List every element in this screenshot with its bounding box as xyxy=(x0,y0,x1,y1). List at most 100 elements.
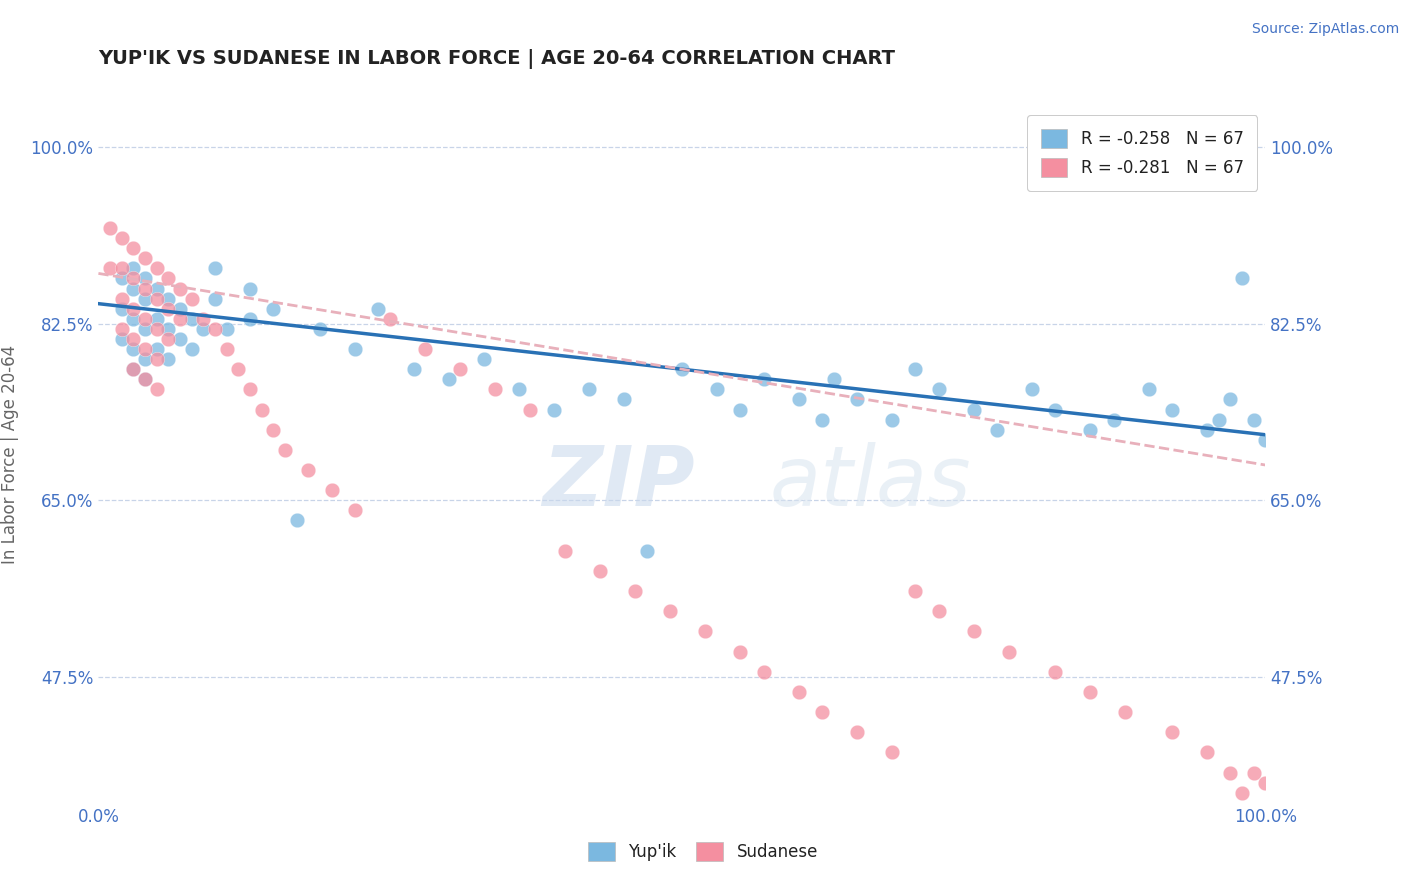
Point xyxy=(122,311,145,326)
Point xyxy=(1219,765,1241,780)
Point xyxy=(146,342,169,356)
Point xyxy=(1161,402,1184,417)
Point xyxy=(671,362,693,376)
Point xyxy=(169,332,191,346)
Point xyxy=(706,383,728,397)
Point xyxy=(262,423,284,437)
Point xyxy=(589,564,612,578)
Point xyxy=(321,483,343,498)
Point xyxy=(904,584,927,599)
Point xyxy=(122,241,145,255)
Point xyxy=(928,604,950,618)
Point xyxy=(193,311,215,326)
Point xyxy=(111,292,134,306)
Point xyxy=(111,301,134,316)
Point xyxy=(624,584,647,599)
Point xyxy=(146,322,169,336)
Point xyxy=(157,352,180,367)
Point xyxy=(134,322,156,336)
Point xyxy=(134,372,156,386)
Point xyxy=(880,412,903,426)
Point xyxy=(344,503,367,517)
Point xyxy=(111,271,134,285)
Point xyxy=(274,442,297,457)
Point xyxy=(613,392,636,407)
Y-axis label: In Labor Force | Age 20-64: In Labor Force | Age 20-64 xyxy=(1,345,20,565)
Point xyxy=(134,281,156,295)
Point xyxy=(180,311,202,326)
Point xyxy=(157,292,180,306)
Point xyxy=(122,281,145,295)
Point xyxy=(1137,383,1160,397)
Point xyxy=(1102,412,1125,426)
Point xyxy=(636,543,658,558)
Point xyxy=(449,362,471,376)
Point xyxy=(472,352,495,367)
Point xyxy=(146,261,169,276)
Point xyxy=(169,281,191,295)
Point xyxy=(730,402,752,417)
Point xyxy=(986,423,1008,437)
Point xyxy=(659,604,682,618)
Point xyxy=(262,301,284,316)
Point xyxy=(215,342,238,356)
Point xyxy=(997,644,1019,658)
Text: atlas: atlas xyxy=(769,442,972,524)
Point xyxy=(1161,725,1184,739)
Point xyxy=(146,292,169,306)
Point xyxy=(904,362,927,376)
Point xyxy=(846,392,869,407)
Point xyxy=(146,383,169,397)
Point xyxy=(1219,392,1241,407)
Point xyxy=(846,725,869,739)
Point xyxy=(752,665,775,679)
Point xyxy=(695,624,717,639)
Text: ZIP: ZIP xyxy=(541,442,695,524)
Legend: Yup'ik, Sudanese: Yup'ik, Sudanese xyxy=(575,829,831,875)
Point xyxy=(157,271,180,285)
Text: YUP'IK VS SUDANESE IN LABOR FORCE | AGE 20-64 CORRELATION CHART: YUP'IK VS SUDANESE IN LABOR FORCE | AGE … xyxy=(98,49,896,69)
Point xyxy=(122,261,145,276)
Point xyxy=(811,705,834,719)
Point xyxy=(367,301,389,316)
Point xyxy=(204,322,226,336)
Point xyxy=(880,745,903,759)
Point xyxy=(122,301,145,316)
Point xyxy=(285,513,308,527)
Point xyxy=(787,685,810,699)
Point xyxy=(578,383,600,397)
Point xyxy=(146,311,169,326)
Point xyxy=(98,221,121,235)
Point xyxy=(823,372,845,386)
Point xyxy=(215,322,238,336)
Point xyxy=(962,624,984,639)
Point xyxy=(554,543,576,558)
Point xyxy=(134,271,156,285)
Point xyxy=(157,322,180,336)
Point xyxy=(134,311,156,326)
Point xyxy=(169,301,191,316)
Point xyxy=(134,352,156,367)
Point xyxy=(239,311,262,326)
Point xyxy=(122,332,145,346)
Point xyxy=(1254,433,1277,447)
Point xyxy=(239,383,262,397)
Point xyxy=(134,342,156,356)
Point xyxy=(134,252,156,266)
Point xyxy=(1195,423,1218,437)
Point xyxy=(134,372,156,386)
Point xyxy=(180,292,202,306)
Point xyxy=(228,362,250,376)
Point xyxy=(169,311,191,326)
Point xyxy=(1080,685,1102,699)
Point xyxy=(1243,412,1265,426)
Point xyxy=(122,271,145,285)
Point xyxy=(402,362,425,376)
Point xyxy=(180,342,202,356)
Point xyxy=(1243,765,1265,780)
Point xyxy=(1021,383,1043,397)
Point xyxy=(787,392,810,407)
Point xyxy=(1195,745,1218,759)
Point xyxy=(437,372,460,386)
Point xyxy=(344,342,367,356)
